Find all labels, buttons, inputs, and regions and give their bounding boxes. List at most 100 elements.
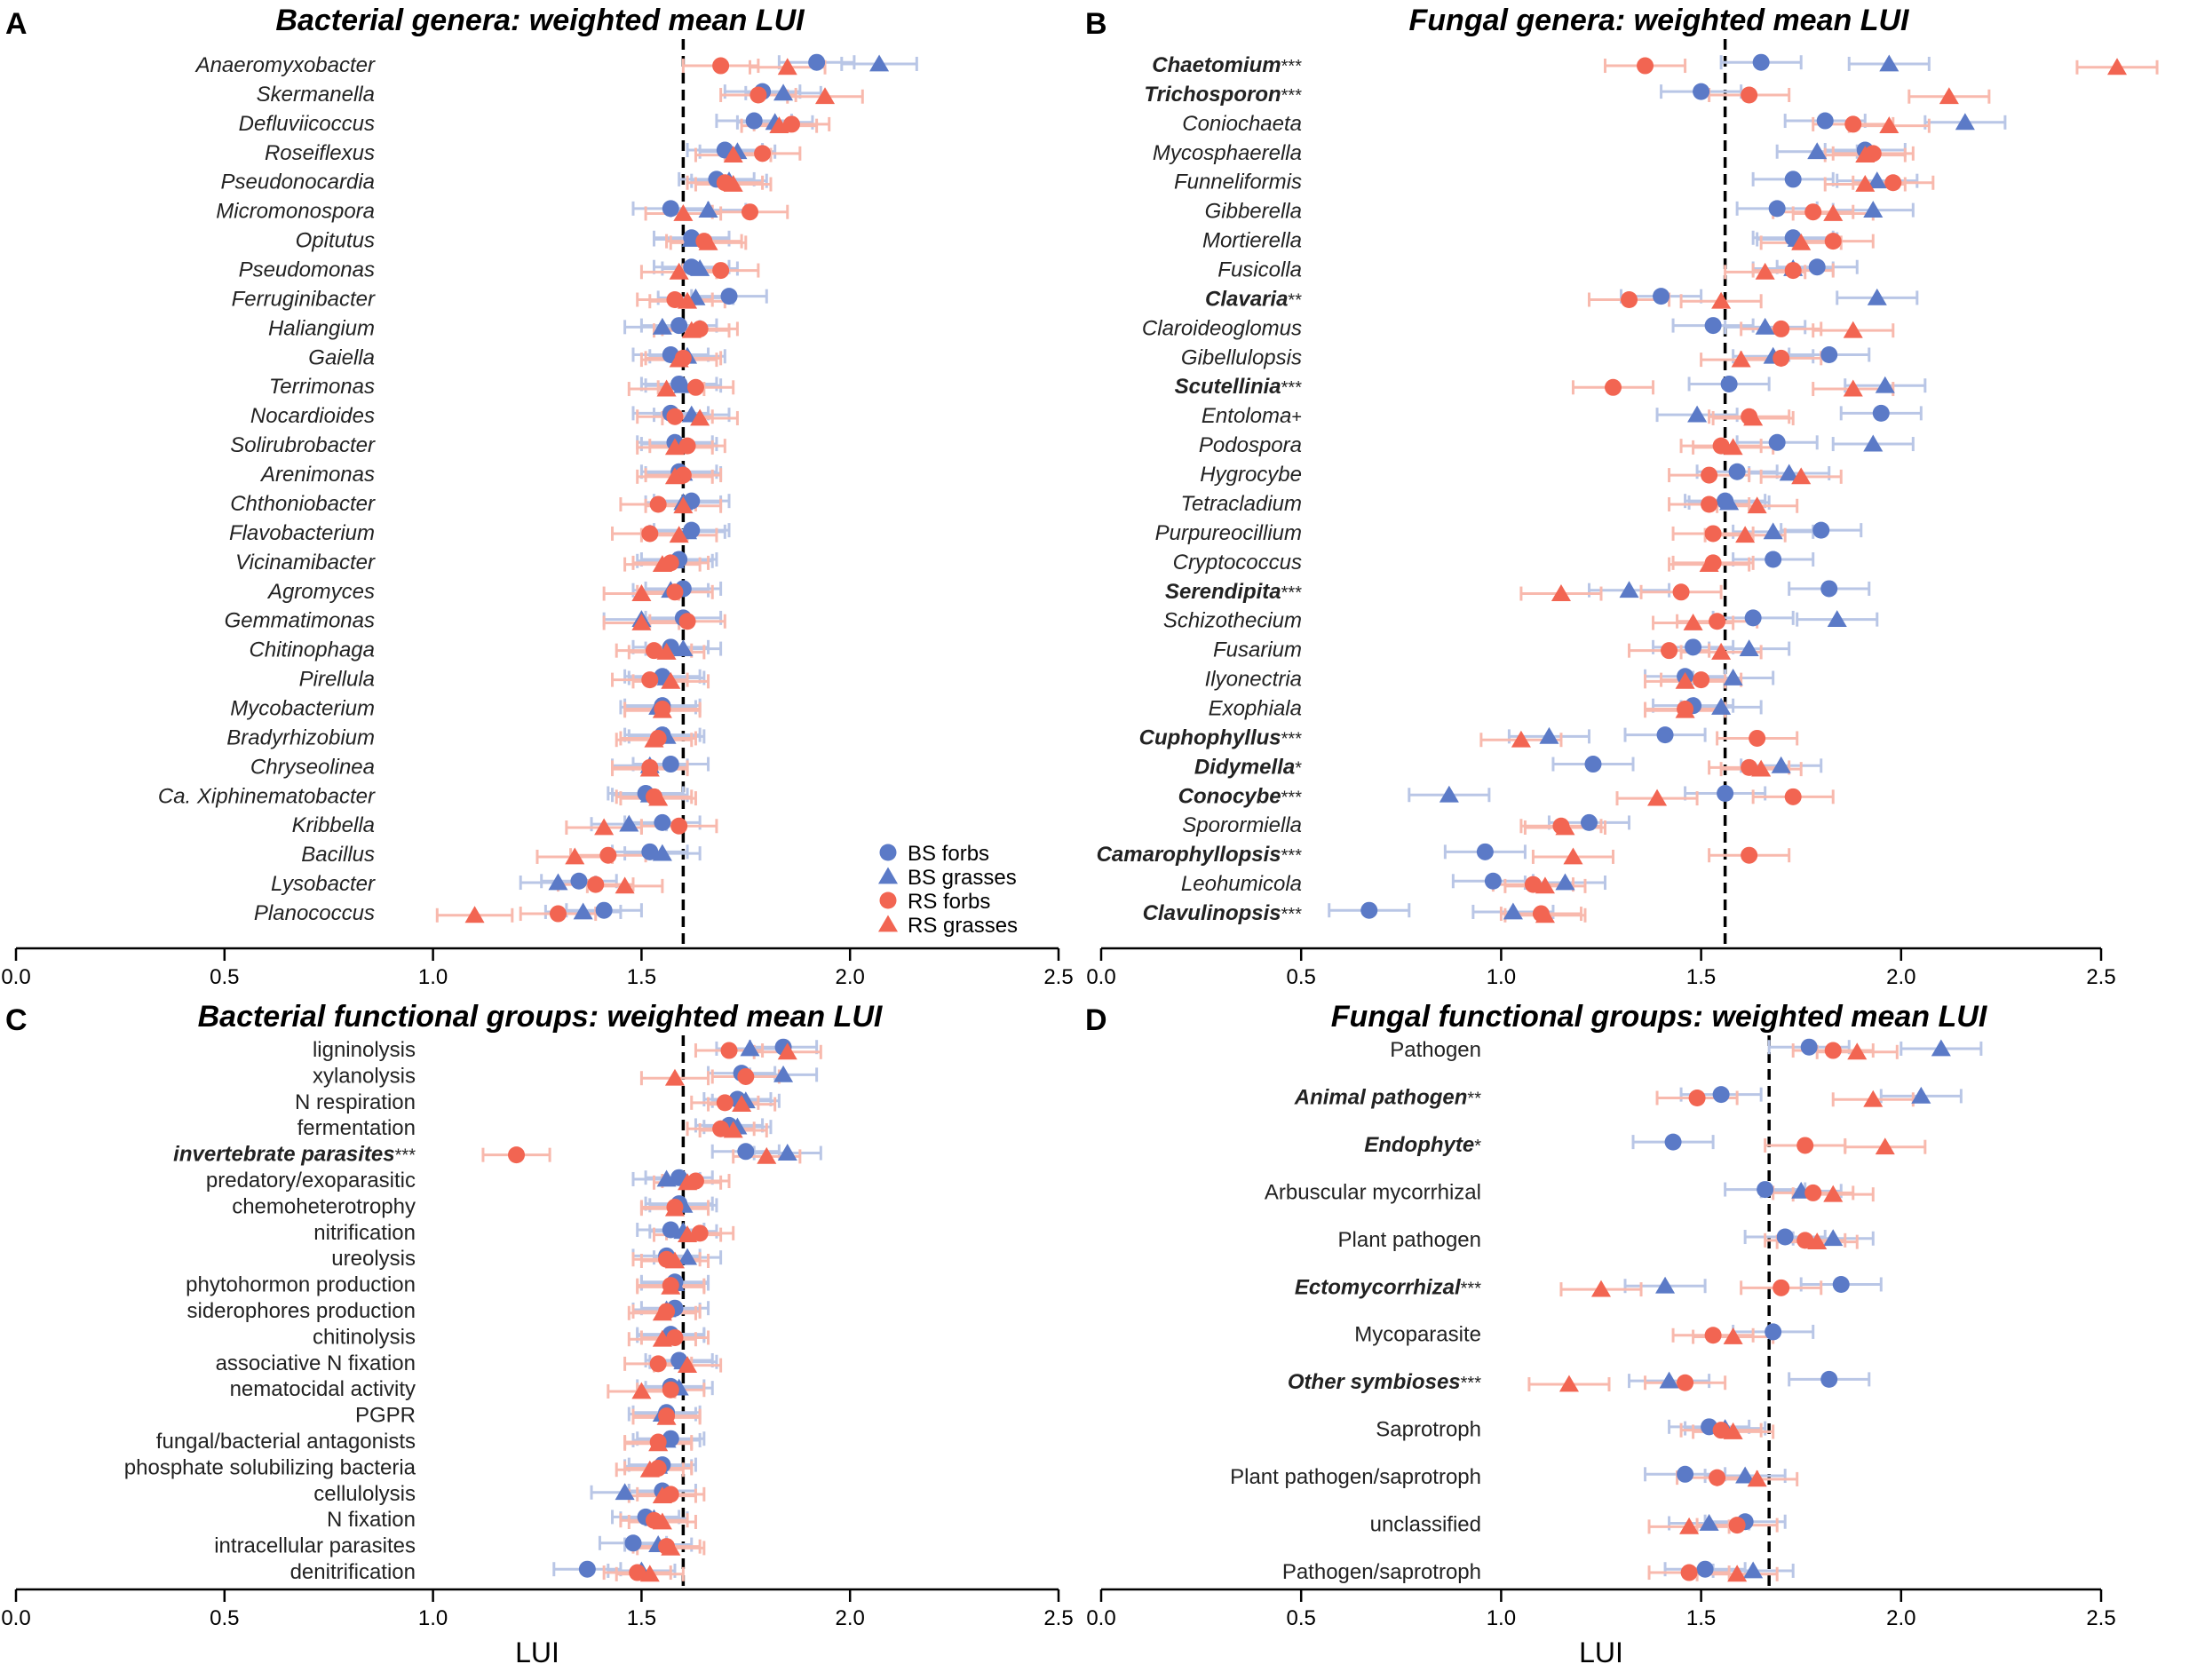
bs-forbs-point: [737, 1143, 755, 1161]
bs-forbs-point: [1584, 756, 1602, 773]
category-label: Mycoparasite: [1354, 1323, 1481, 1347]
bs-forbs-point: [1360, 901, 1378, 919]
category-label: Conocybe***: [1178, 784, 1303, 808]
x-tick-label: 1.0: [418, 1606, 448, 1630]
rs-forbs-point: [1804, 1184, 1822, 1201]
bs-forbs-point: [624, 1534, 642, 1552]
rs-grasses-point: [652, 1512, 672, 1530]
category-label: Cryptococcus: [1173, 551, 1302, 575]
category-label: Skermanella: [257, 83, 375, 107]
bs-grasses-point: [1743, 1561, 1764, 1579]
bs-grasses-point: [1763, 522, 1783, 540]
significance-marker: ***: [395, 1146, 416, 1166]
x-tick-label: 1.0: [1487, 965, 1516, 989]
rs-grasses-point: [723, 1121, 743, 1138]
rs-forbs-point: [649, 495, 667, 513]
category-label: Saprotroph: [1376, 1418, 1481, 1442]
rs-grasses-point: [639, 1460, 660, 1478]
panel-title: Fungal functional groups: weighted mean …: [1331, 1000, 1988, 1034]
bs-grasses-point: [869, 54, 890, 72]
category-name: Claroideoglomus: [1142, 316, 1302, 340]
bs-forbs-point: [1476, 843, 1494, 860]
bs-grasses-point: [1879, 54, 1900, 72]
category-name: Camarophyllopsis: [1097, 843, 1281, 867]
significance-marker: +: [1291, 408, 1302, 427]
category-label: Ferruginibacter: [232, 287, 376, 311]
bs-forbs-point: [570, 872, 588, 890]
rs-grasses-point: [669, 350, 689, 368]
category-name: Scutellinia: [1175, 375, 1281, 399]
category-label: Leohumicola: [1181, 872, 1302, 896]
bs-forbs-point: [1872, 404, 1890, 422]
category-label: intracellular parasites: [214, 1534, 416, 1558]
category-name: Leohumicola: [1181, 872, 1302, 896]
category-label: Clavaria**: [1205, 287, 1302, 311]
rs-grasses-point: [1823, 1185, 1844, 1202]
category-label: Gibberella: [1205, 200, 1302, 224]
x-tick-label: 0.5: [1287, 1606, 1316, 1630]
rs-grasses-point: [681, 321, 702, 338]
x-tick-label: 0.5: [1287, 965, 1316, 989]
x-tick-label: 1.5: [1686, 965, 1716, 989]
rs-grasses-point: [664, 1068, 685, 1086]
rs-grasses-point: [2106, 58, 2128, 75]
rs-grasses-point: [673, 496, 694, 514]
rs-grasses-point: [732, 1095, 752, 1112]
bs-grasses-point: [698, 201, 718, 218]
rs-grasses-point: [1675, 671, 1695, 689]
category-label: Didymella*: [1194, 755, 1302, 779]
category-name: Other symbioses: [1288, 1370, 1461, 1394]
rs-grasses-point: [1647, 788, 1668, 806]
panel-c: C Bacterial functional groups: weighted m…: [1, 1000, 1073, 1668]
rs-grasses-point: [565, 847, 585, 865]
rs-grasses-point: [678, 1356, 698, 1373]
category-label: Mortierella: [1202, 229, 1302, 253]
rs-grasses-point: [656, 379, 677, 397]
bs-forbs-point: [1580, 813, 1598, 831]
category-name: nematocidal activity: [230, 1377, 416, 1401]
category-label: denitrification: [290, 1560, 416, 1584]
rs-forbs-point: [1824, 1042, 1842, 1059]
rs-grasses-point: [1590, 1280, 1612, 1297]
category-label: predatory/exoparasitic: [206, 1169, 416, 1193]
bs-grasses-point: [1723, 669, 1743, 685]
category-label: Nocardioides: [250, 404, 375, 428]
x-tick-label: 2.0: [1886, 1606, 1915, 1630]
rs-forbs-point: [1796, 1232, 1814, 1249]
bs-forbs-point: [1693, 83, 1710, 100]
bs-grasses-point: [1755, 317, 1775, 335]
category-label: Camarophyllopsis***: [1097, 843, 1303, 867]
category-label: Gaiella: [308, 345, 375, 369]
category-name: Skermanella: [257, 83, 375, 107]
rs-grasses-point: [1555, 818, 1575, 836]
rs-grasses-point: [698, 233, 718, 250]
bs-forbs-point: [1685, 638, 1702, 656]
panel-letter: C: [5, 1003, 28, 1037]
category-label: Pseudomonas: [239, 258, 375, 282]
category-name: Anaeromyxobacter: [194, 53, 376, 77]
rs-forbs-point: [741, 203, 758, 221]
bs-forbs-point: [654, 813, 671, 831]
category-name: Mycoparasite: [1354, 1323, 1481, 1347]
category-name: unclassified: [1370, 1513, 1481, 1537]
bs-forbs-point: [670, 317, 688, 335]
category-name: Exophiala: [1209, 696, 1302, 720]
category-name: chitinolysis: [313, 1325, 416, 1349]
rs-grasses-point: [1855, 175, 1876, 192]
category-label: Vicinamibacter: [235, 551, 376, 575]
panel-title: Bacterial genera: weighted mean LUI: [275, 4, 805, 37]
category-name: Vicinamibacter: [235, 551, 376, 575]
bs-forbs-point: [1765, 551, 1782, 568]
significance-marker: ***: [1281, 57, 1303, 76]
x-tick-label: 2.5: [2086, 965, 2115, 989]
rs-grasses-point: [664, 1199, 685, 1216]
rs-forbs-point: [1712, 1422, 1730, 1439]
bs-grasses-point: [1823, 1229, 1844, 1247]
rs-grasses-point: [1723, 438, 1743, 456]
bs-forbs-point: [1812, 521, 1830, 539]
significance-marker: ***: [1281, 583, 1303, 603]
legend-marker: [877, 867, 899, 884]
rs-forbs-point: [1672, 583, 1690, 601]
bs-forbs-point: [1664, 1133, 1682, 1151]
rs-grasses-point: [1791, 467, 1812, 485]
